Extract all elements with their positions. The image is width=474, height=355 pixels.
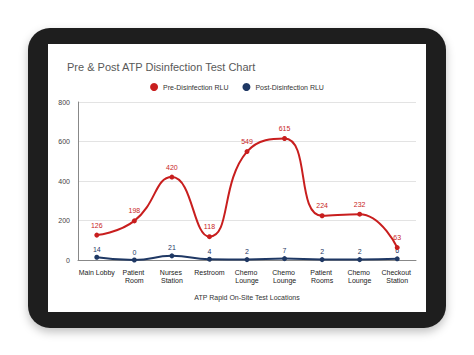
svg-text:Chemo: Chemo xyxy=(347,269,372,276)
svg-text:600: 600 xyxy=(58,138,70,145)
svg-text:Lounge: Lounge xyxy=(235,277,258,285)
svg-text:7: 7 xyxy=(283,247,287,254)
svg-text:Patient: Patient xyxy=(310,269,334,276)
svg-text:232: 232 xyxy=(354,201,366,208)
svg-text:Lounge: Lounge xyxy=(348,277,371,285)
svg-text:2: 2 xyxy=(358,248,362,255)
svg-text:Lounge: Lounge xyxy=(273,277,296,285)
svg-text:14: 14 xyxy=(93,246,101,253)
svg-text:549: 549 xyxy=(241,138,253,145)
svg-text:63: 63 xyxy=(393,234,401,241)
svg-text:4: 4 xyxy=(207,248,211,255)
svg-text:Pre-Disinfection RLU: Pre-Disinfection RLU xyxy=(163,84,228,91)
svg-text:Restroom: Restroom xyxy=(194,269,225,276)
svg-text:Checkout: Checkout xyxy=(381,269,413,276)
svg-text:2: 2 xyxy=(245,248,249,255)
svg-text:21: 21 xyxy=(168,244,176,251)
svg-text:ATP Rapid On-Site Test Locatio: ATP Rapid On-Site Test Locations xyxy=(194,294,300,302)
svg-text:420: 420 xyxy=(166,164,178,171)
svg-text:126: 126 xyxy=(91,222,103,229)
svg-text:Nurses: Nurses xyxy=(160,269,184,276)
svg-text:0: 0 xyxy=(132,249,136,256)
svg-text:Station: Station xyxy=(161,277,183,284)
svg-text:Station: Station xyxy=(386,277,408,284)
svg-text:118: 118 xyxy=(204,223,215,230)
svg-text:Rooms: Rooms xyxy=(311,277,334,284)
svg-text:Pre & Post ATP Disinfection Te: Pre & Post ATP Disinfection Test Chart xyxy=(67,61,255,73)
svg-text:198: 198 xyxy=(128,207,140,214)
svg-text:0: 0 xyxy=(66,257,70,264)
svg-text:400: 400 xyxy=(58,178,70,185)
svg-text:Main Lobby: Main Lobby xyxy=(79,269,116,277)
svg-text:Chemo: Chemo xyxy=(272,269,297,276)
svg-text:2: 2 xyxy=(320,248,324,255)
svg-text:Patient: Patient xyxy=(122,269,146,276)
svg-text:6: 6 xyxy=(395,247,400,255)
svg-text:Room: Room xyxy=(125,277,144,284)
svg-text:800: 800 xyxy=(58,99,70,106)
svg-text:Post-Disinfection RLU: Post-Disinfection RLU xyxy=(255,84,323,91)
svg-text:200: 200 xyxy=(58,217,70,224)
svg-text:224: 224 xyxy=(316,202,328,209)
svg-text:Chemo: Chemo xyxy=(235,269,260,276)
svg-text:615: 615 xyxy=(279,125,291,132)
